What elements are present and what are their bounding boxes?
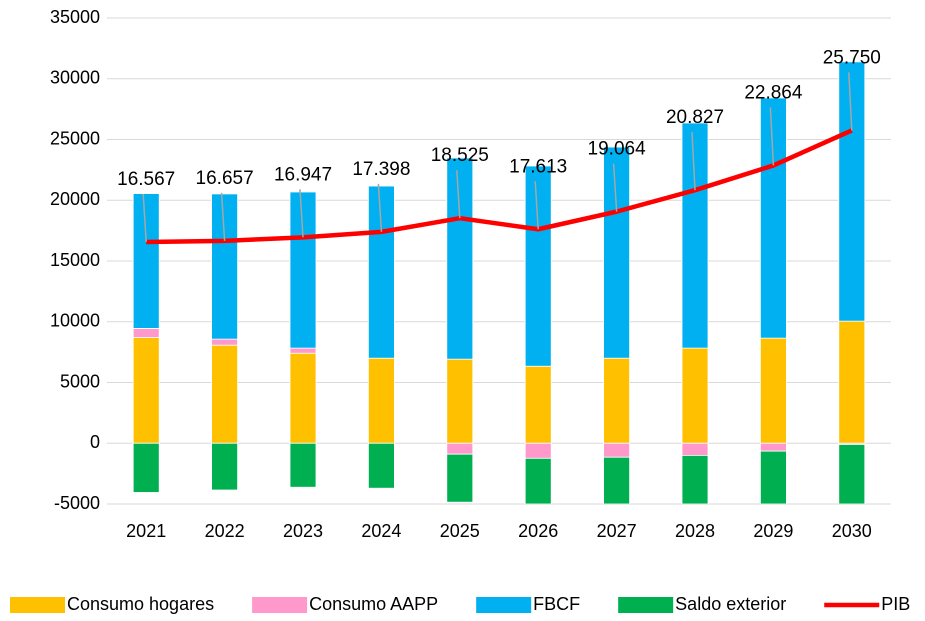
bar (446, 453, 474, 503)
x-tick-label: 2021 (126, 521, 166, 541)
y-tick-label: 35000 (50, 7, 100, 27)
legend-swatch (10, 597, 65, 613)
data-label: 19.064 (588, 139, 647, 160)
legend-swatch (252, 597, 308, 613)
legend-swatch (618, 597, 674, 613)
bar (603, 456, 630, 504)
y-tick-label: 10000 (50, 311, 100, 331)
bar (367, 442, 395, 489)
leader-line (848, 72, 853, 131)
bar (289, 442, 317, 488)
bar (446, 157, 474, 360)
legend-swatch (476, 597, 532, 613)
bar (211, 193, 239, 340)
y-tick-label: 30000 (50, 68, 100, 88)
bar (603, 357, 630, 444)
data-label: 16.567 (117, 169, 175, 190)
bar (603, 442, 630, 458)
leader-line (691, 132, 696, 191)
bar (760, 442, 787, 452)
bar (132, 193, 160, 329)
legend-label: PIB (881, 594, 910, 614)
bar (446, 442, 474, 455)
bar (760, 337, 787, 444)
x-tick-label: 2029 (753, 521, 793, 541)
leader-line (220, 192, 226, 241)
leader-line (142, 193, 147, 243)
overlay: -5000 0 5000 10000 15000 20000 25000 30000 35000… (10, 7, 910, 614)
bar (211, 338, 239, 346)
y-tick-label: 20000 (50, 189, 100, 209)
legend-label: FBCF (533, 594, 580, 614)
bar (603, 146, 630, 359)
bar (760, 97, 787, 339)
bar (367, 357, 395, 444)
bar (289, 191, 317, 349)
leader-line (299, 189, 304, 238)
data-label: 18.525 (431, 145, 489, 166)
data-label: 16.657 (196, 168, 254, 189)
bar (524, 165, 552, 367)
data-label: 25.750 (823, 47, 881, 68)
bar (211, 344, 239, 444)
bar (838, 61, 866, 322)
bar (838, 320, 866, 444)
x-tick-label: 2025 (440, 521, 480, 541)
legend-label: Consumo AAPP (309, 594, 438, 614)
data-label: 17.398 (352, 159, 410, 180)
leader-line (612, 163, 618, 212)
bar (838, 444, 866, 504)
data-label: 22.864 (744, 82, 803, 103)
x-tick-label: 2023 (283, 521, 323, 541)
bar (681, 442, 709, 456)
bar (132, 337, 160, 444)
bar (681, 347, 709, 444)
data-label: 20.827 (666, 107, 724, 128)
y-tick-label: 0 (90, 432, 100, 452)
y-tick-label: 15000 (50, 250, 100, 270)
bar (524, 457, 552, 504)
bar (367, 185, 395, 359)
data-label: 17.613 (509, 156, 567, 177)
bar (524, 365, 552, 444)
bar (760, 450, 787, 504)
y-tick-label: -5000 (54, 493, 100, 513)
legend-label: Saldo exterior (675, 594, 786, 614)
x-tick-label: 2027 (597, 521, 637, 541)
bar (524, 442, 552, 459)
y-tick-label: 25000 (50, 128, 100, 148)
legend-label: Consumo hogares (67, 594, 214, 614)
bars (132, 61, 866, 504)
x-tick-label: 2024 (361, 521, 401, 541)
x-tick-label: 2030 (832, 521, 872, 541)
bar (446, 358, 474, 444)
bar (211, 442, 239, 491)
leader-line (534, 181, 539, 230)
bar (132, 442, 160, 493)
bar (289, 347, 317, 354)
bar (681, 122, 709, 349)
bar (132, 328, 160, 338)
leader-line (377, 183, 383, 232)
data-label: 16.947 (274, 164, 332, 185)
leader-line (769, 107, 775, 166)
bar (289, 352, 317, 444)
y-tick-label: 5000 (60, 371, 100, 391)
line (146, 128, 853, 245)
x-tick-label: 2028 (675, 521, 715, 541)
leader-line (456, 170, 461, 219)
bar (681, 454, 709, 504)
x-tick-label: 2026 (518, 521, 558, 541)
x-tick-label: 2022 (205, 521, 245, 541)
